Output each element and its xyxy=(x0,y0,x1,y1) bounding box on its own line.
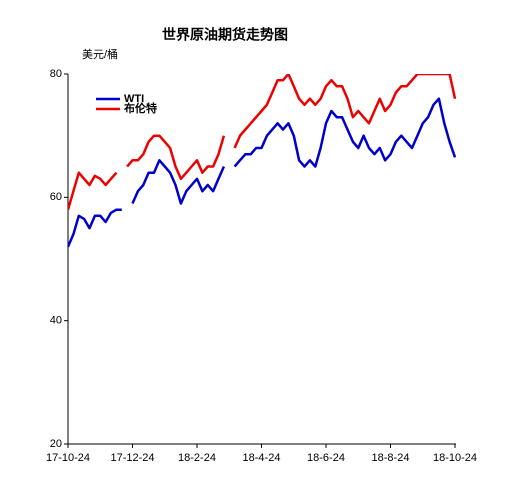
y-axis-label: 美元/桶 xyxy=(82,47,118,61)
y-tick-label: 20 xyxy=(50,438,62,450)
series-line xyxy=(68,74,456,211)
y-tick-label: 80 xyxy=(50,68,62,80)
x-tick-label: 17-10-24 xyxy=(46,452,90,464)
plot-area xyxy=(68,74,456,248)
x-tick-label: 18-4-24 xyxy=(243,452,281,464)
legend-label: WTI xyxy=(124,93,144,105)
x-tick-label: 18-2-24 xyxy=(178,452,216,464)
legend-label: 布伦特 xyxy=(124,101,157,115)
x-tick-label: 18-8-24 xyxy=(372,452,410,464)
x-tick-label: 17-12-24 xyxy=(110,452,154,464)
x-tick-label: 18-6-24 xyxy=(307,452,345,464)
y-tick-label: 60 xyxy=(50,191,62,203)
y-tick-label: 40 xyxy=(50,315,62,327)
series-line xyxy=(68,97,456,248)
chart-title: 世界原油期货走势图 xyxy=(162,27,288,43)
x-tick-label: 18-10-24 xyxy=(433,452,477,464)
